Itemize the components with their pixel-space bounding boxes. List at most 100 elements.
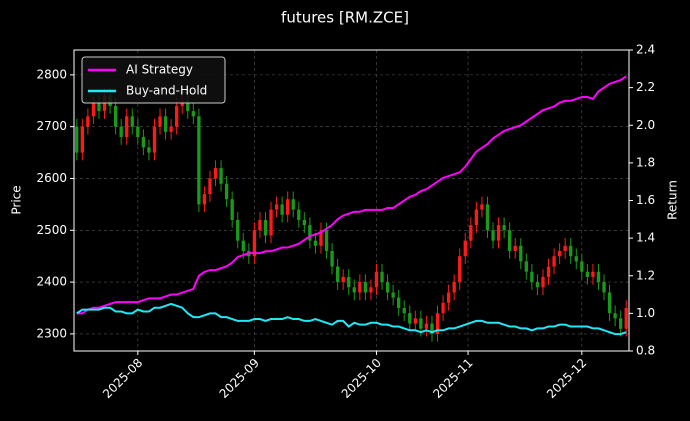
x-tick-label: 2025-10 <box>339 356 384 401</box>
candle-body <box>197 116 201 205</box>
candle-body <box>574 256 578 262</box>
candle-body <box>230 199 234 220</box>
candle-body <box>402 308 406 314</box>
candle-body <box>613 313 617 319</box>
candle-body <box>369 287 373 293</box>
candle-body <box>463 240 467 257</box>
candle-body <box>585 271 590 277</box>
candle-body <box>91 103 96 117</box>
legend-label: Buy-and-Hold <box>126 84 207 98</box>
return-line <box>76 75 627 315</box>
candle-body <box>219 168 223 184</box>
candle-body <box>452 282 456 293</box>
candle-body <box>480 204 484 210</box>
candle-body <box>236 219 240 241</box>
plot-frame <box>73 49 630 352</box>
candle-body <box>591 271 595 277</box>
candle-body <box>569 245 573 257</box>
candle-body <box>97 103 101 112</box>
candle-body <box>446 292 451 303</box>
candle-body <box>80 126 84 153</box>
candle-body <box>358 282 362 293</box>
y2-tick-label: 1.2 <box>636 268 655 282</box>
candle-body <box>136 126 140 138</box>
candle-body <box>313 240 318 246</box>
candle-body <box>286 199 290 215</box>
y2-tick-label: 2.4 <box>636 43 655 57</box>
y2-tick-label: 1.4 <box>636 231 655 245</box>
y-tick-label: 2400 <box>36 275 67 289</box>
y2-tick-label: 2.0 <box>636 118 655 132</box>
y-tick-label: 2500 <box>36 223 67 237</box>
candle-body <box>541 276 545 288</box>
candle-body <box>435 313 440 334</box>
candle-body <box>319 230 323 246</box>
y-tick-label: 2800 <box>36 67 67 81</box>
candle-body <box>241 240 245 252</box>
candle-body <box>596 271 601 283</box>
candle-body <box>397 297 401 308</box>
candle-body <box>413 318 417 324</box>
candle-body <box>213 168 218 179</box>
candle-body <box>335 266 340 283</box>
candle-body <box>163 116 168 132</box>
candle-body <box>113 105 118 127</box>
candle-body <box>330 251 334 267</box>
candle-body <box>508 230 512 252</box>
candle-body <box>530 271 534 283</box>
candle-body <box>263 219 268 236</box>
candle-body <box>252 230 257 257</box>
candle-body <box>297 209 301 220</box>
candle-body <box>607 292 612 314</box>
candle-body <box>130 116 134 127</box>
y2-tick-label: 1.6 <box>636 193 655 207</box>
candle-body <box>424 323 429 329</box>
candle-body <box>341 276 345 283</box>
candle-body <box>274 204 279 210</box>
y2-tick-label: 1.8 <box>636 155 655 169</box>
y-tick-label: 2700 <box>36 119 67 133</box>
candle-body <box>552 256 556 267</box>
y2-tick-label: 0.8 <box>636 344 655 358</box>
candle-body <box>469 225 473 241</box>
candle-body <box>191 111 195 117</box>
candle-body <box>474 209 479 226</box>
candle-body <box>158 116 162 127</box>
candle-body <box>119 126 123 138</box>
candle-body <box>496 225 501 241</box>
candle-body <box>580 261 584 272</box>
candle-body <box>602 282 606 293</box>
candle-body <box>513 245 517 252</box>
candle-body <box>546 266 551 277</box>
candle-body <box>624 308 628 329</box>
x-tick-label: 2025-12 <box>544 356 589 401</box>
candle-body <box>458 256 462 283</box>
candle-body <box>141 137 146 148</box>
candle-body <box>175 105 179 127</box>
candle-body <box>291 199 295 210</box>
candle-body <box>186 100 190 112</box>
candle-body <box>280 204 284 215</box>
candle-body <box>408 313 412 324</box>
legend-label: AI Strategy <box>126 63 193 77</box>
candle-body <box>524 261 528 272</box>
candle-body <box>502 225 506 231</box>
y2-tick-label: 2.2 <box>636 80 655 94</box>
candle-body <box>363 282 368 293</box>
candle-body <box>208 178 212 195</box>
y2-axis-label: Return <box>666 180 680 220</box>
y-axis-label: Price <box>10 185 24 214</box>
candle-body <box>557 251 562 257</box>
candle-body <box>125 116 129 138</box>
candle-body <box>491 230 495 241</box>
candle-body <box>385 282 390 293</box>
candle-body <box>75 126 79 153</box>
candle-body <box>441 302 445 314</box>
candle-body <box>269 209 273 236</box>
candle-body <box>224 183 229 200</box>
candle-body <box>302 219 306 226</box>
candle-body <box>202 194 207 205</box>
candle-body <box>619 318 623 329</box>
candle-body <box>86 116 90 127</box>
x-tick-label: 2025-08 <box>100 356 145 401</box>
